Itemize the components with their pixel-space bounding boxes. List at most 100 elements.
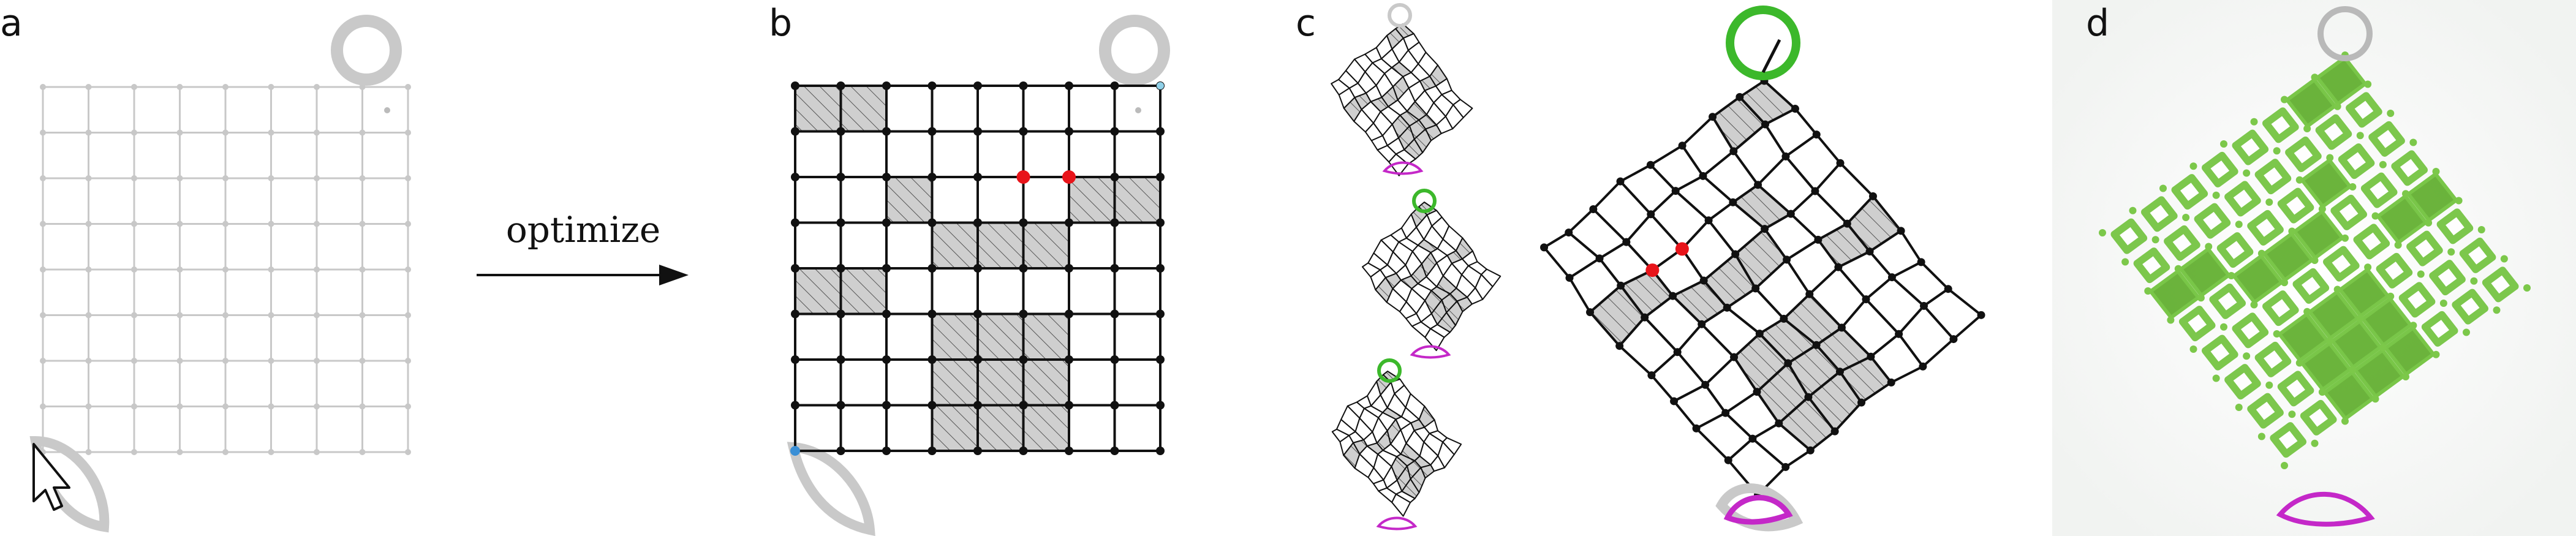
open-cell [2315,114,2352,150]
grid-node [1019,447,1028,455]
grid-node [405,175,411,181]
joint [2311,439,2319,447]
grid-node [1110,127,1119,136]
gray-ring-handle [331,15,402,86]
grid-node [359,129,366,136]
grid-node [791,218,799,227]
sheet-node [1944,285,1952,293]
grid-node [927,173,937,181]
grid-node [882,447,891,455]
sheet-node [1804,393,1813,401]
grid-node [40,129,46,136]
joint [2303,125,2311,132]
sheet-node [1699,276,1708,285]
grid-node [1156,401,1165,410]
joint [2326,337,2334,345]
grid-node [268,403,274,410]
joint [2250,301,2258,309]
grid-node [222,221,229,227]
red-node [1062,170,1076,184]
open-cell [2201,334,2238,371]
joint [2205,243,2213,251]
anchor-dot [1135,107,1141,113]
grid-node [927,309,937,319]
anchor-dot [384,107,390,113]
grid-node [131,266,137,273]
magenta-handle [1410,345,1451,359]
joint [2349,183,2357,191]
open-cell [2292,268,2330,304]
sheet-node [1754,181,1762,189]
grid-node [1019,309,1028,319]
grid-node [927,264,937,273]
grid-node [1110,81,1119,90]
sheet-node [1736,92,1744,101]
locked-cell [1114,177,1160,223]
gray-ring-photo [2317,6,2373,61]
open-cell [2164,225,2200,261]
sheet-node [1786,209,1795,218]
joint [2243,352,2251,360]
grid-node [359,175,366,181]
locked-cell [932,405,978,451]
magenta-handle [1723,494,1793,525]
grid-node [1019,81,1028,90]
grid-node [882,309,891,319]
grid-node [314,129,320,136]
joint [2311,74,2319,81]
joint [2129,206,2137,214]
grid-node [1019,127,1028,136]
grid-node [927,355,937,364]
grid-node [85,449,92,455]
red-node [1016,170,1030,184]
grid-node [176,84,183,90]
joint [2409,322,2417,330]
locked-cell [978,360,1024,406]
grid-node [268,129,274,136]
simulation-thumbnails [1331,3,1501,530]
grid-node [268,221,274,227]
grid-node [882,81,891,90]
open-cell [2330,194,2368,230]
locked-cell [978,405,1024,451]
sheet-node [1806,446,1815,455]
grid-node [176,175,183,181]
sheet-node [1897,227,1905,235]
locked-cell [1023,314,1069,360]
joint [2281,279,2288,287]
joint [2250,118,2258,126]
joint [2379,344,2387,352]
sheet-node [1647,371,1656,380]
grid-node [359,312,366,319]
open-cell [2322,246,2360,282]
sheet-node [1730,353,1739,361]
joint [2364,263,2372,271]
joint [2151,236,2159,244]
joint [2463,328,2470,336]
locked-cell [932,222,978,268]
grid-node [40,358,46,364]
grid-node [882,264,891,273]
grid-node [405,312,411,319]
grid-node [40,312,46,319]
deformed-sheet [1540,77,1985,499]
joint [2159,184,2167,192]
red-node [1675,242,1689,256]
sheet-node [1748,434,1757,443]
grid-node [836,173,845,181]
open-cell [2209,283,2246,319]
joint [2220,323,2227,331]
sheet-node [1622,238,1631,246]
grid-node [405,221,411,227]
sheet-node [1949,335,1958,344]
locked-cell [978,222,1024,268]
locked-cell [840,268,886,314]
grid-node [268,84,274,90]
grid-node [1019,264,1028,273]
blue-node [790,446,800,456]
grid-node [405,403,411,410]
grid-node [791,309,799,319]
grid-node [1110,355,1119,364]
sheet-node [1647,210,1655,219]
sheet-node [1837,323,1846,332]
